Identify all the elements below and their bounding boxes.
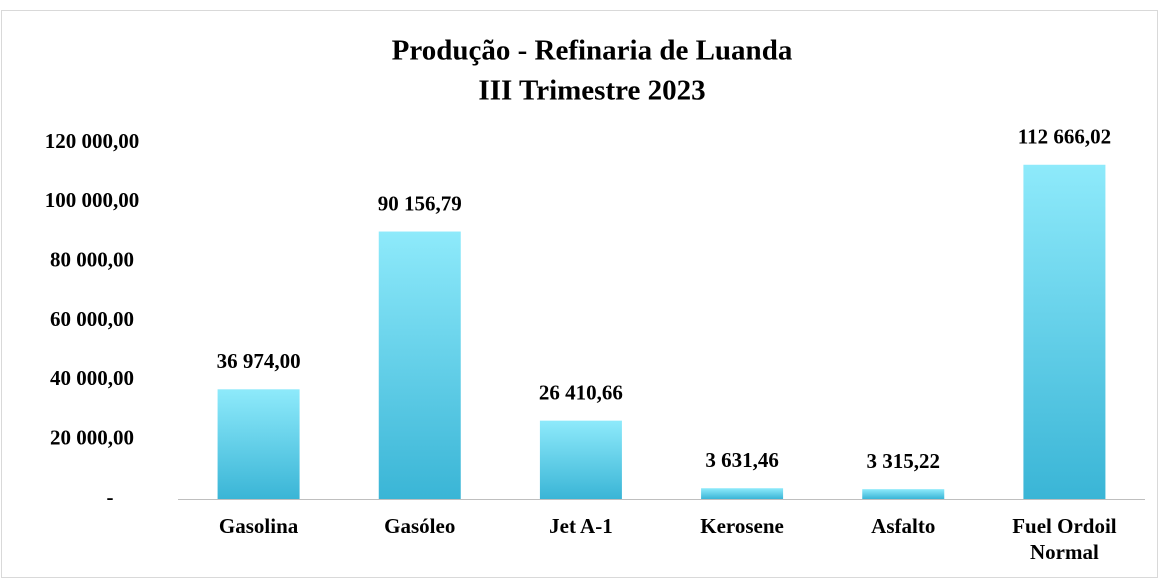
- x-tick-label: Gasolina: [219, 514, 299, 538]
- y-tick-label: 20 000,00: [50, 425, 134, 449]
- x-tick-label: Gasóleo: [384, 514, 455, 538]
- y-tick-label: 60 000,00: [50, 307, 134, 331]
- data-label: 112 666,02: [1018, 125, 1111, 149]
- bar: [539, 420, 622, 499]
- y-tick-label: 80 000,00: [50, 247, 134, 271]
- chart-subtitle: III Trimestre 2023: [478, 75, 705, 107]
- data-label: 3 315,22: [867, 449, 941, 473]
- data-label: 26 410,66: [539, 380, 623, 404]
- bar: [862, 489, 945, 499]
- x-tick-label: Fuel Ordoil Normal: [1012, 514, 1117, 564]
- data-label: 90 156,79: [378, 191, 462, 215]
- data-label: 3 631,46: [705, 448, 779, 472]
- bar: [378, 231, 461, 499]
- y-tick-label: 120 000,00: [45, 129, 140, 153]
- y-tick-label: 40 000,00: [50, 366, 134, 390]
- bar: [1023, 164, 1106, 499]
- x-tick-label: Kerosene: [700, 514, 784, 538]
- bar: [217, 389, 300, 499]
- data-label: 36 974,00: [217, 349, 301, 373]
- bar: [701, 488, 784, 499]
- y-tick-label: -: [107, 485, 114, 509]
- x-tick-label: Asfalto: [871, 514, 935, 538]
- chart-title: Produção - Refinaria de Luanda: [392, 35, 793, 67]
- x-tick-label: Jet A-1: [549, 514, 613, 538]
- y-tick-label: 100 000,00: [45, 188, 140, 212]
